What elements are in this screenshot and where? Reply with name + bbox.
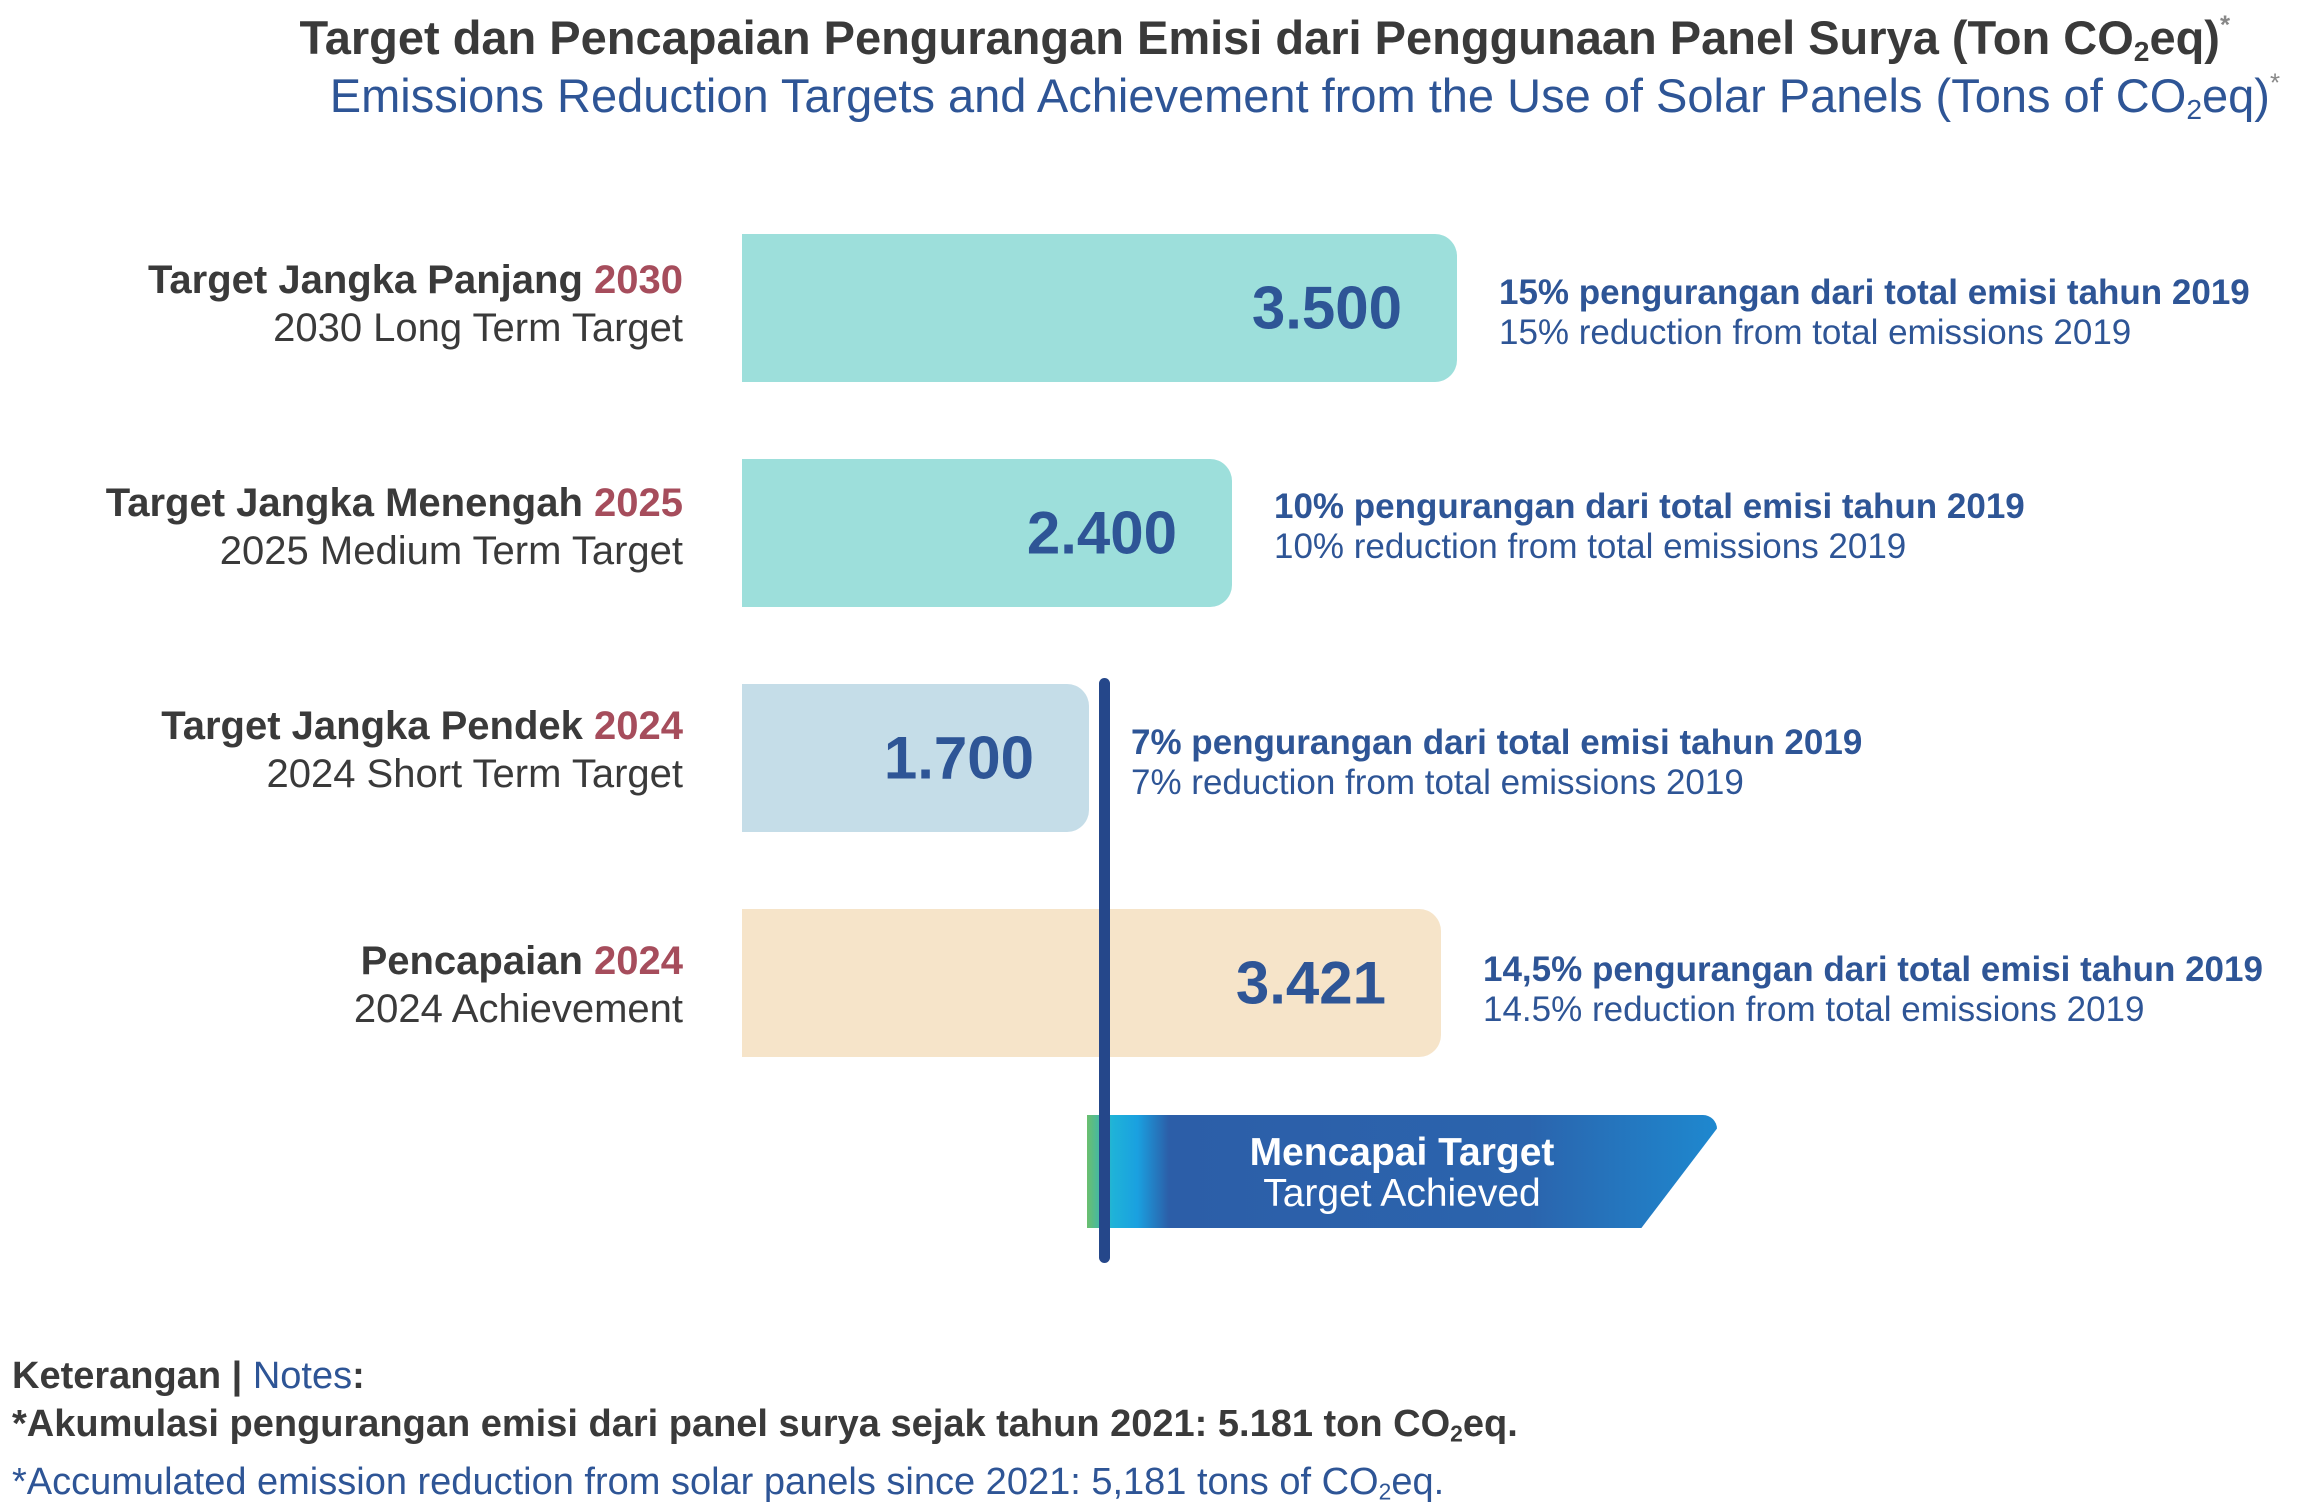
bar-value-label: 2.400 (1026, 499, 1177, 567)
bar-value-label: 3.421 (1235, 949, 1386, 1017)
chart-title: Target dan Pencapaian Pengurangan Emisi … (299, 11, 2230, 68)
target-reference-line (1099, 678, 1110, 1263)
bar-short-term-target: 1.700 (742, 684, 1089, 832)
category-label-medium-term: Target Jangka Menengah 2025 2025 Medium … (105, 481, 683, 573)
annotation-medium-term: 10% pengurangan dari total emisi tahun 2… (1274, 487, 2025, 566)
note-line-en: *Accumulated emission reduction from sol… (12, 1460, 1445, 1505)
notes-heading: Keterangan | Notes: (12, 1355, 365, 1397)
bar-value-label: 3.500 (1251, 274, 1402, 342)
bar-long-term-target: 3.500 (742, 234, 1457, 382)
chart-subtitle: Emissions Reduction Targets and Achievem… (329, 69, 2280, 126)
notes-section: Keterangan | Notes: *Akumulasi pengurang… (12, 1352, 1518, 1512)
category-label-long-term: Target Jangka Panjang 2030 2030 Long Ter… (147, 258, 683, 350)
category-label-achievement: Pencapaian 2024 2024 Achievement (353, 939, 683, 1031)
bar-achievement: 3.421 (742, 909, 1441, 1057)
annotation-short-term: 7% pengurangan dari total emisi tahun 20… (1131, 723, 1863, 802)
bar-value-label: 1.700 (883, 724, 1034, 792)
annotation-long-term: 15% pengurangan dari total emisi tahun 2… (1499, 273, 2250, 352)
target-achieved-flag: Mencapai Target Target Achieved (1087, 1115, 1717, 1228)
category-label-short-term: Target Jangka Pendek 2024 2024 Short Ter… (161, 704, 683, 796)
bar-medium-term-target: 2.400 (742, 459, 1232, 607)
annotation-achievement: 14,5% pengurangan dari total emisi tahun… (1483, 950, 2263, 1029)
note-line-id: *Akumulasi pengurangan emisi dari panel … (12, 1403, 1518, 1447)
